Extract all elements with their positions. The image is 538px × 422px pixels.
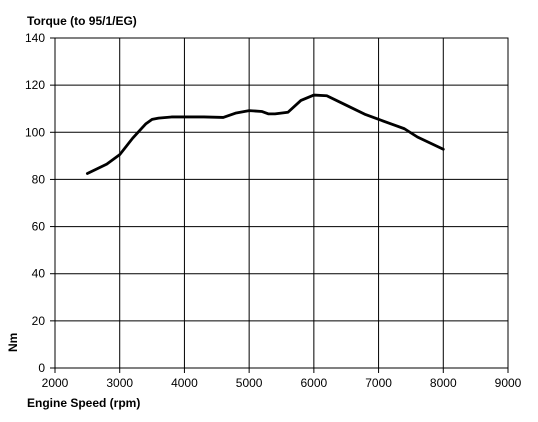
y-tick-label: 0 bbox=[38, 361, 45, 375]
x-tick-label: 2000 bbox=[42, 376, 69, 390]
x-tick-label: 5000 bbox=[236, 376, 263, 390]
y-tick-label: 100 bbox=[25, 125, 45, 139]
x-tick-label: 9000 bbox=[495, 376, 522, 390]
x-axis-label: Engine Speed (rpm) bbox=[27, 396, 141, 410]
chart-title: Torque (to 95/1/EG) bbox=[27, 14, 137, 28]
y-tick-label: 40 bbox=[32, 267, 46, 281]
y-tick-label: 140 bbox=[25, 31, 45, 45]
y-tick-label: 120 bbox=[25, 78, 45, 92]
plot-frame bbox=[54, 37, 509, 369]
y-tick-label: 20 bbox=[32, 314, 46, 328]
x-tick-label: 8000 bbox=[430, 376, 457, 390]
x-tick-label: 7000 bbox=[365, 376, 392, 390]
x-tick-label: 3000 bbox=[106, 376, 133, 390]
y-tick-label: 80 bbox=[32, 172, 46, 186]
x-tick-label: 6000 bbox=[301, 376, 328, 390]
torque-series-line bbox=[85, 93, 445, 175]
y-tick-label: 60 bbox=[32, 220, 46, 234]
x-tick-label: 4000 bbox=[171, 376, 198, 390]
